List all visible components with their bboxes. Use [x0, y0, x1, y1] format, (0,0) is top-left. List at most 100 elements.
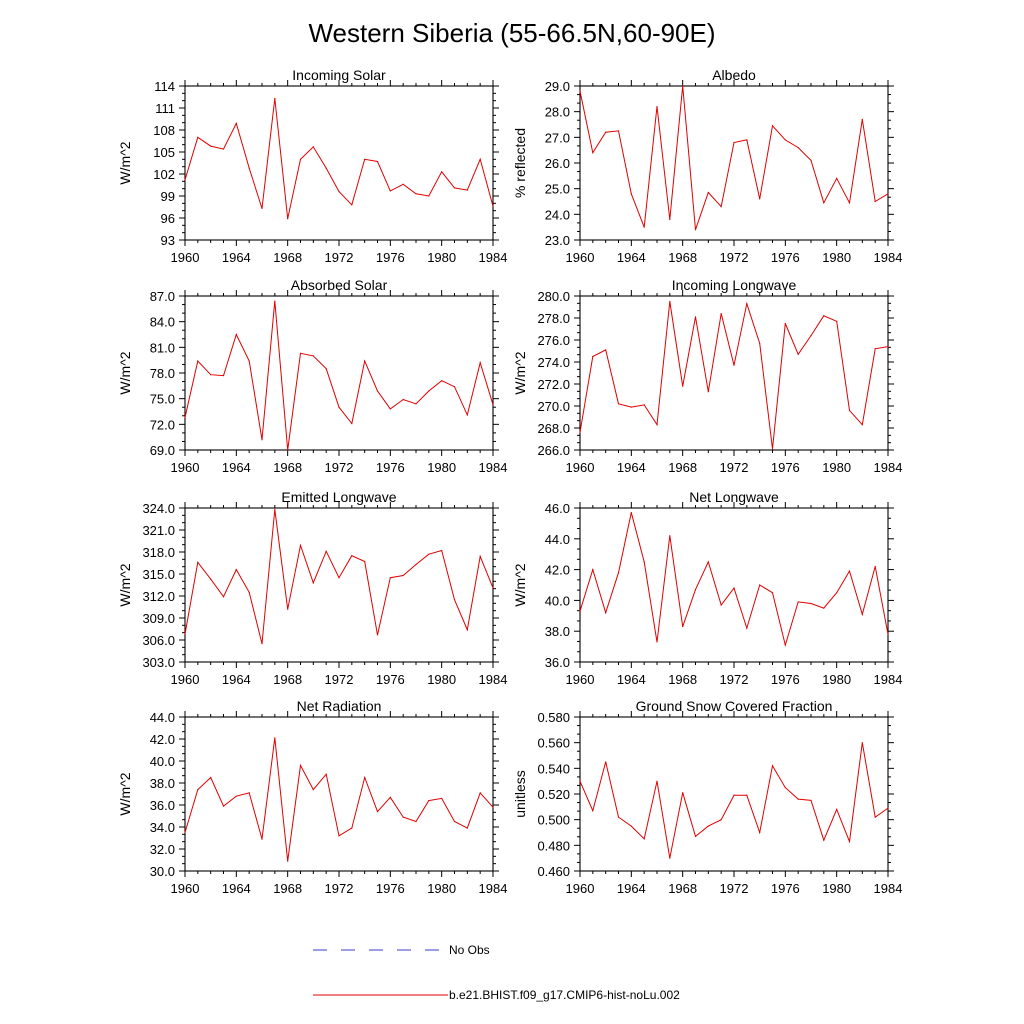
x-tick-label: 1960 [171, 250, 200, 265]
data-point [617, 130, 620, 132]
data-point [874, 565, 876, 568]
x-tick-label: 1960 [171, 881, 200, 896]
series-line [579, 512, 889, 648]
data-point [836, 320, 838, 322]
plot-frame [579, 85, 889, 241]
y-tick-label: 26.0 [545, 156, 570, 171]
y-axis-label: W/m^2 [117, 563, 133, 606]
y-tick-label: 24.0 [545, 207, 570, 222]
data-point [707, 391, 709, 393]
y-tick-label: 99 [161, 189, 175, 204]
data-point [376, 390, 379, 392]
data-point [874, 348, 876, 350]
data-point [184, 831, 186, 834]
data-point [428, 390, 430, 392]
data-point [592, 152, 594, 154]
data-point [274, 300, 276, 302]
x-tick-label: 1980 [822, 250, 851, 265]
x-tick-label: 1972 [720, 460, 749, 475]
x-tick-label: 1960 [171, 672, 200, 687]
data-point [887, 633, 889, 635]
data-point [682, 625, 684, 628]
data-point [643, 561, 645, 563]
data-point [848, 202, 851, 204]
data-point [669, 535, 671, 537]
data-point [617, 403, 620, 405]
data-point [325, 167, 327, 169]
data-point [261, 207, 263, 210]
data-point [210, 145, 212, 147]
y-tick-label: 72.0 [150, 417, 175, 432]
data-point [453, 386, 456, 388]
x-tick-label: 1968 [273, 672, 302, 687]
y-tick-label: 40.0 [545, 593, 570, 608]
y-tick-label: 81.0 [150, 340, 175, 355]
x-tick-label: 1968 [668, 460, 697, 475]
y-tick-label: 42.0 [545, 563, 570, 578]
data-point [784, 139, 786, 141]
x-tick-label: 1984 [479, 881, 508, 896]
y-tick-label: 93 [161, 233, 175, 248]
x-tick-label: 1976 [771, 672, 800, 687]
data-point [338, 577, 340, 579]
data-point [630, 512, 632, 514]
series-line [579, 85, 889, 230]
data-point [797, 147, 799, 149]
data-point [441, 380, 443, 382]
data-point [428, 553, 430, 555]
data-point [351, 422, 353, 425]
series-line [579, 742, 889, 859]
y-tick-label: 321.0 [142, 523, 175, 538]
x-tick-label: 1980 [427, 672, 456, 687]
panel-net-longwave: Net Longwave W/m^2 1960 1964 1968 1972 1976 198… [512, 489, 902, 687]
y-tick-label: 32.0 [150, 842, 175, 857]
panel-albedo: Albedo % reflected 1960 1964 1968 1972 1976 198… [512, 67, 902, 265]
data-point [579, 780, 581, 782]
x-tick-label: 1964 [617, 250, 646, 265]
y-tick-label: 36.0 [545, 655, 570, 670]
x-tick-label: 1984 [874, 672, 903, 687]
data-point [479, 792, 481, 794]
y-tick-label: 272.0 [537, 377, 570, 392]
y-tick-label: 102 [153, 167, 175, 182]
data-point [797, 798, 799, 800]
x-tick-label: 1980 [822, 881, 851, 896]
data-point [836, 808, 838, 811]
x-tick-label: 1964 [222, 460, 251, 475]
data-point [312, 789, 314, 791]
data-point [441, 797, 443, 800]
plot-frame [579, 716, 889, 872]
data-point [492, 404, 494, 406]
data-point [312, 355, 314, 357]
y-tick-label: 315.0 [142, 567, 175, 582]
y-tick-label: 111 [155, 101, 175, 116]
y-tick-label: 0.560 [537, 736, 570, 751]
plot-frame [184, 295, 494, 451]
data-point [771, 765, 774, 767]
x-tick-label: 1960 [566, 250, 595, 265]
data-point [299, 158, 302, 160]
x-tick-label: 1960 [566, 672, 595, 687]
data-point [720, 819, 722, 821]
data-point [325, 368, 327, 370]
data-point [669, 857, 671, 859]
x-tick-label: 1980 [427, 250, 456, 265]
data-point [694, 229, 697, 231]
data-point [579, 90, 581, 92]
series-line [184, 301, 494, 451]
data-point [861, 613, 863, 615]
x-tick-label: 1976 [771, 881, 800, 896]
data-point [325, 773, 327, 775]
data-point [466, 827, 468, 829]
y-tick-label: 40.0 [150, 754, 175, 769]
data-point [364, 158, 366, 160]
data-point [861, 742, 863, 744]
panel-title: Albedo [712, 67, 756, 83]
data-point [848, 840, 851, 843]
figure-legend: No Obs b.e21.BHIST.f09_g17.CMIP6-hist-no… [313, 943, 680, 1002]
panel-emitted-longwave: Emitted Longwave W/m^2 1960 1964 1968 1972 197… [117, 489, 507, 687]
data-point [261, 643, 263, 645]
y-tick-label: 34.0 [150, 820, 175, 835]
data-point [312, 146, 314, 148]
data-point [415, 193, 417, 195]
